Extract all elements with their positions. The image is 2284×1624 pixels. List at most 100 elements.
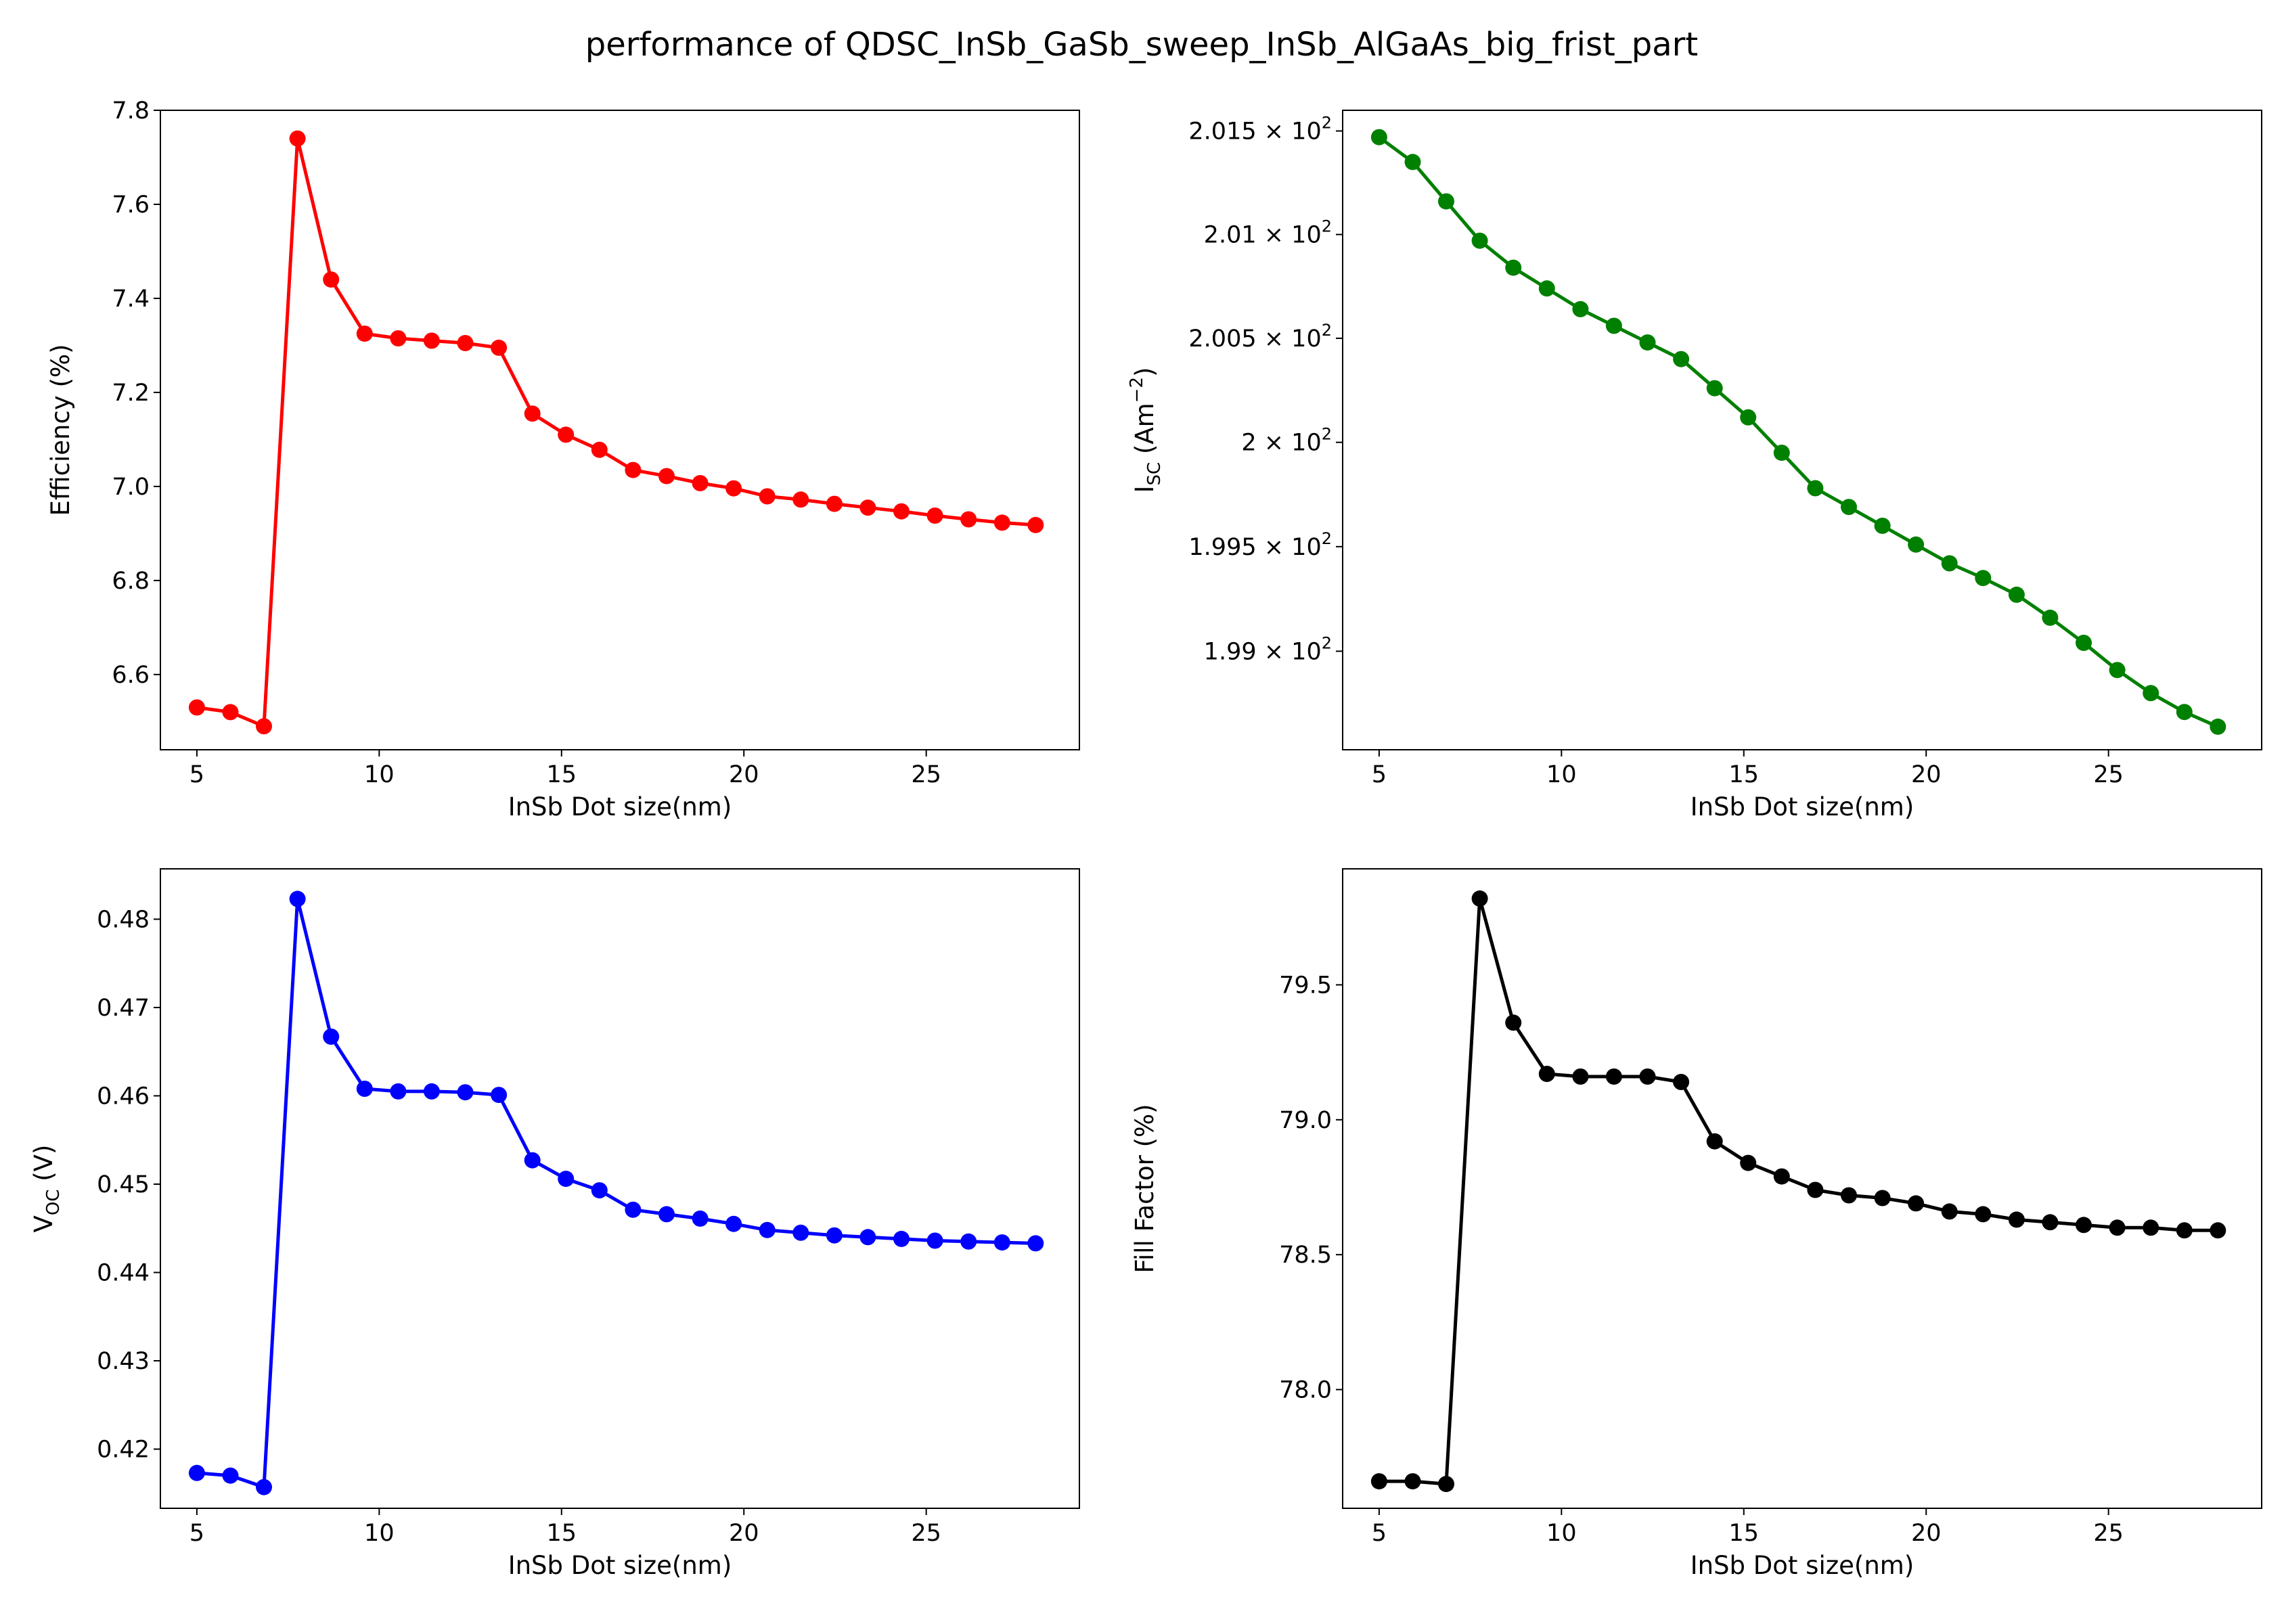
y-tick-label: 0.43: [97, 1348, 150, 1375]
data-point: [1027, 1235, 1044, 1252]
data-point: [289, 130, 306, 147]
data-point: [222, 704, 239, 721]
data-point: [792, 491, 809, 508]
y-tick-label: 7.8: [112, 97, 150, 125]
data-point: [1404, 154, 1421, 171]
x-tick-label: 20: [1911, 761, 1942, 788]
data-point: [390, 1083, 407, 1100]
data-point: [1874, 518, 1891, 534]
data-point: [1572, 1068, 1589, 1085]
data-point: [1370, 1473, 1387, 1490]
data-point: [2176, 1222, 2193, 1239]
x-tick-label: 25: [911, 1520, 941, 1547]
data-point: [1673, 351, 1690, 367]
data-point: [658, 1206, 675, 1223]
y-label-main: I: [1130, 486, 1159, 493]
y-tick-label: 2.005 × 102: [1188, 321, 1332, 353]
data-point: [826, 1227, 843, 1244]
y-tick-label: 6.8: [112, 568, 150, 595]
data-point: [1706, 1133, 1723, 1150]
data-point: [725, 480, 742, 497]
y-tick-label: 7.6: [112, 191, 150, 219]
data-point: [759, 1221, 776, 1238]
y-axis-label: Fill Factor (%): [1130, 1104, 1159, 1273]
x-tick-label: 15: [1729, 1520, 1760, 1547]
y-tick-exponent: 2: [1322, 217, 1332, 236]
data-point: [323, 271, 340, 288]
data-point: [1471, 890, 1488, 907]
data-point: [1471, 232, 1488, 249]
data-point: [1370, 129, 1387, 145]
y-label-unit-close: ): [1130, 367, 1159, 377]
data-point: [859, 499, 876, 516]
y-label-main: V: [29, 1215, 58, 1232]
x-axis-label: InSb Dot size(nm): [1690, 792, 1914, 821]
data-point: [356, 325, 373, 342]
data-point: [188, 1464, 205, 1481]
y-axis-label: VOC (V): [29, 1145, 64, 1233]
data-point: [893, 503, 910, 520]
y-tick-label: 2.01 × 102: [1204, 217, 1332, 249]
y-tick-mantissa: 2.005 × 10: [1188, 325, 1321, 353]
data-point: [457, 1084, 474, 1101]
x-tick-label: 10: [1546, 1520, 1577, 1547]
x-tick-label: 10: [1546, 761, 1577, 788]
data-point: [423, 332, 440, 349]
data-point: [1538, 1066, 1555, 1082]
x-axis-label: InSb Dot size(nm): [1690, 1551, 1914, 1580]
data-point: [692, 475, 709, 491]
data-point: [591, 441, 608, 458]
x-tick-label: 20: [1911, 1520, 1942, 1547]
data-point: [2210, 1222, 2226, 1239]
data-point: [625, 461, 642, 478]
data-point: [1841, 1187, 1857, 1204]
data-point: [1740, 1154, 1757, 1171]
data-point: [2076, 635, 2092, 651]
x-tick-label: 20: [729, 761, 759, 788]
data-point: [591, 1182, 608, 1199]
y-tick-label: 0.47: [97, 995, 150, 1022]
figure-title: performance of QDSC_InSb_GaSb_sweep_InSb…: [585, 26, 1698, 64]
plot-area-frame: [160, 110, 1080, 750]
x-tick-label: 5: [189, 1520, 204, 1547]
y-tick-label: 0.42: [97, 1437, 150, 1464]
data-point: [2176, 704, 2193, 721]
data-point: [1841, 499, 1857, 516]
data-point: [1505, 1014, 1522, 1031]
y-tick-exponent: 2: [1322, 425, 1332, 444]
data-point: [256, 1479, 272, 1495]
x-tick-label: 10: [364, 1520, 395, 1547]
y-tick-label: 0.44: [97, 1259, 150, 1286]
fill-factor-panel: 5 10 15 20 25 78.0 78.5 79.0 79.5 InSb Dot size(n…: [1130, 868, 2262, 1580]
data-point: [725, 1215, 742, 1232]
data-point: [960, 511, 977, 528]
x-tick-label: 15: [547, 761, 577, 788]
data-point: [1706, 380, 1723, 397]
data-point: [1807, 1181, 1824, 1198]
y-tick-mantissa: 1.995 × 10: [1188, 534, 1321, 561]
data-point: [524, 405, 541, 422]
x-tick-label: 15: [1729, 761, 1760, 788]
data-point: [188, 699, 205, 716]
x-tick-label: 5: [189, 761, 204, 788]
data-point: [2008, 586, 2025, 603]
data-point: [1908, 536, 1925, 553]
y-tick-label: 0.48: [97, 906, 150, 933]
data-point: [1538, 280, 1555, 297]
data-point: [256, 718, 272, 735]
plot-area-frame: [1342, 868, 2262, 1509]
y-label-subscript: SC: [1144, 462, 1165, 486]
x-tick-label: 10: [364, 761, 395, 788]
y-tick-label: 78.5: [1279, 1242, 1332, 1269]
data-point: [1438, 1476, 1454, 1493]
x-tick-label: 25: [2093, 761, 2124, 788]
data-point: [759, 488, 776, 505]
y-tick-label: 0.45: [97, 1171, 150, 1198]
data-point: [2109, 1219, 2126, 1236]
y-tick-mantissa: 1.99 × 10: [1204, 638, 1322, 665]
data-point: [1975, 570, 1992, 587]
data-point: [1639, 334, 1656, 351]
data-point: [960, 1233, 977, 1250]
y-tick-label: 1.995 × 102: [1188, 529, 1332, 561]
